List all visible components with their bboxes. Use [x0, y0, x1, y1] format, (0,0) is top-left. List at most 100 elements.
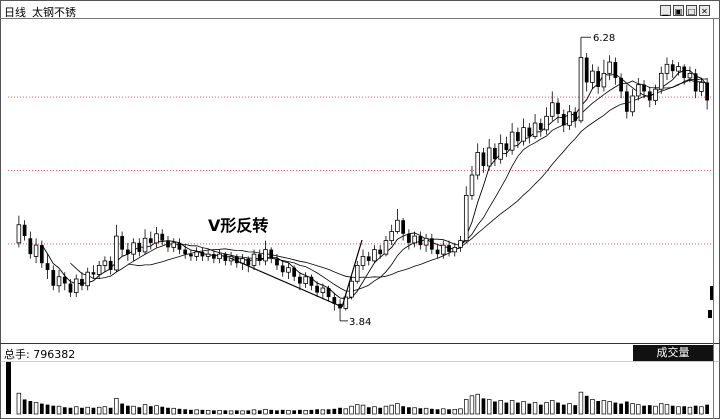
volume-bar [676, 406, 681, 415]
candle-body-down [62, 276, 67, 284]
candle-body-down [619, 77, 623, 92]
volume-bar [177, 408, 182, 414]
volume-bar [407, 407, 411, 414]
candle-body-up [16, 224, 22, 244]
volume-bar [286, 410, 291, 415]
candle [33, 238, 39, 264]
candle-body-down [269, 249, 274, 259]
volume-bar [613, 402, 618, 414]
volume-bar [567, 403, 572, 415]
candle-body-down [246, 258, 251, 266]
candlestick-series [16, 37, 709, 313]
candle-body-up [463, 194, 469, 241]
volume-indicator-badge[interactable]: 成交量 [633, 345, 713, 361]
candle-body-up [658, 72, 664, 90]
candle-body-up [550, 102, 555, 117]
restore-button[interactable]: ▣ [673, 5, 684, 16]
volume-bar [228, 410, 234, 415]
volume-bar [137, 407, 142, 414]
candle-body-down [584, 57, 589, 83]
candle [96, 260, 102, 279]
volume-bar [664, 404, 670, 415]
candle [463, 186, 469, 243]
volume-bar [183, 409, 188, 414]
maximize-button[interactable]: □ [686, 5, 697, 16]
volume-bar [263, 408, 268, 415]
candle [16, 215, 22, 248]
candle-body-up [532, 122, 538, 138]
volume-bar [636, 404, 641, 415]
candle-body-up [578, 57, 584, 122]
volume-bar [578, 391, 584, 415]
candle [693, 68, 698, 99]
volume-bar [498, 400, 503, 415]
volume-bar [343, 408, 349, 415]
candle [383, 236, 389, 257]
candle-body-up [653, 88, 658, 101]
volume-bar [464, 399, 469, 415]
v-reversal-down-line [229, 257, 343, 308]
candle-body-up [469, 174, 475, 196]
candle [73, 274, 79, 298]
candle-body-down [39, 245, 44, 264]
candle-body-up [383, 240, 389, 255]
candle [538, 118, 543, 137]
volume-bar [423, 407, 429, 415]
volume-bar [360, 404, 366, 415]
candle-body-down [624, 91, 629, 112]
candle [177, 238, 182, 255]
candle-body-up [33, 244, 39, 257]
candle [619, 73, 623, 99]
volume-bar [544, 402, 549, 415]
candle-body-up [154, 233, 159, 244]
volume-bar [493, 401, 497, 414]
stock-name: 太钢不锈 [32, 6, 76, 19]
minimize-button[interactable]: ▁ [660, 5, 671, 16]
volume-bar [33, 402, 39, 415]
candle-body-down [435, 249, 440, 255]
volume-bar [682, 406, 687, 414]
volume-bar [521, 401, 526, 415]
candle-body-up [343, 296, 349, 309]
candle-body-up [590, 70, 595, 83]
candle-body-down [212, 254, 216, 259]
volume-bar [131, 405, 136, 415]
candle [486, 138, 492, 171]
volume-bar [85, 406, 90, 415]
candle [378, 245, 383, 259]
candle [269, 247, 274, 264]
candle [102, 256, 108, 273]
volume-bar [395, 403, 400, 415]
candle-body-up [486, 147, 492, 167]
candle [435, 245, 440, 259]
volume-bar [74, 406, 79, 415]
candle-body-up [205, 253, 211, 257]
candle [205, 249, 211, 261]
volume-bar [355, 404, 360, 415]
candle [412, 231, 417, 248]
candle [131, 238, 136, 261]
candle-body-down [642, 84, 646, 92]
candle-body-down [68, 283, 73, 293]
candle-body-down [596, 71, 601, 87]
candle-body-down [275, 258, 279, 266]
candle-body-up [320, 287, 326, 293]
candle [303, 272, 308, 289]
volume-bar [687, 406, 693, 415]
candle [125, 242, 130, 261]
candle [515, 127, 520, 148]
volume-bar [366, 407, 371, 414]
candle [315, 281, 319, 298]
candle [550, 91, 555, 121]
candle [355, 260, 360, 284]
candle [401, 217, 406, 241]
volume-bar [16, 392, 22, 415]
candle-body-up [251, 253, 257, 266]
candle [532, 114, 538, 139]
volume-bar [619, 403, 623, 414]
close-button[interactable]: ✕ [699, 5, 710, 16]
candle [556, 98, 560, 124]
high-price-label: 6.28 [593, 33, 615, 44]
candle [509, 123, 515, 155]
